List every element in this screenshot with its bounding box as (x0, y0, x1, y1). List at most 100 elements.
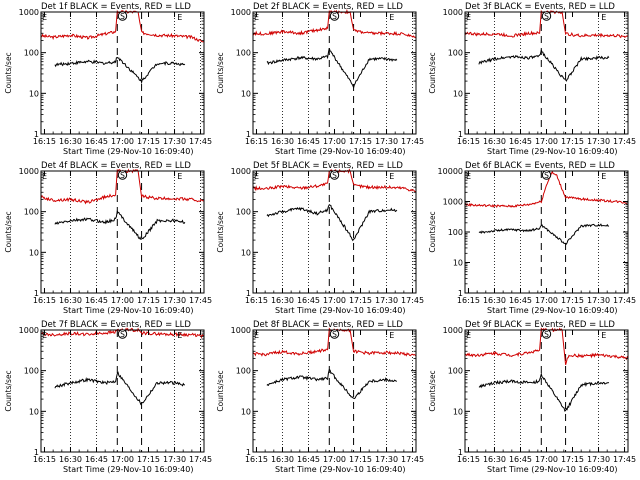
y-tick-label: 1000 (443, 198, 463, 207)
panel-title: Det 7f BLACK = Events, RED = LLD (41, 320, 191, 330)
y-tick-label: 1000 (231, 8, 251, 17)
x-tick-label: 17:30 (375, 455, 398, 464)
y-tick-label: 1000 (19, 167, 39, 176)
y-tick-label: 10 (453, 259, 463, 268)
y-axis-label: Counts/sec (216, 211, 225, 252)
x-tick-label: 16:15 (33, 137, 56, 146)
x-tick-label: 17:30 (163, 137, 186, 146)
y-tick-label: 1000 (443, 326, 463, 335)
x-tick-label: 16:30 (483, 137, 506, 146)
x-tick-label: 17:15 (561, 455, 584, 464)
x-tick-label: 17:30 (375, 137, 398, 146)
x-tick-label: 16:45 (297, 296, 320, 305)
x-axis-label: Start Time (29-Nov-10 16:09:40) (275, 465, 405, 474)
marker-label: E (42, 172, 47, 181)
x-tick-label: 16:30 (483, 296, 506, 305)
panel-det-5: Det 5f BLACK = Events, RED = LLD 1 10 100 10… (216, 161, 424, 315)
x-tick-label: 17:45 (613, 296, 636, 305)
x-tick-label: 16:15 (245, 455, 268, 464)
y-axis-label: Counts/sec (4, 370, 13, 411)
y-tick-label: 10 (241, 248, 251, 257)
y-tick-label: 1000 (443, 8, 463, 17)
panel-title: Det 9f BLACK = Events, RED = LLD (465, 320, 615, 330)
y-tick-label: 1 (458, 289, 463, 298)
x-tick-label: 17:15 (349, 296, 372, 305)
marker-circle (541, 11, 552, 21)
marker-label: S (120, 330, 125, 339)
y-tick-label: 10 (453, 89, 463, 98)
y-tick-label: 100 (236, 367, 251, 376)
x-axis-label: Start Time (29-Nov-10 16:09:40) (63, 147, 193, 156)
y-tick-label: 100 (448, 228, 463, 237)
x-tick-label: 16:15 (457, 137, 480, 146)
panel-det-2: Det 2f BLACK = Events, RED = LLD 1 10 100 10… (216, 2, 424, 156)
y-axis-label: Counts/sec (428, 52, 437, 93)
series-line-events (266, 47, 398, 90)
x-tick-label: 17:30 (587, 296, 610, 305)
series-line-lld (464, 327, 629, 365)
x-tick-label: 17:00 (535, 137, 558, 146)
marker-label: S (332, 171, 337, 180)
marker-circle (329, 170, 340, 180)
y-axis-label: Counts/sec (216, 52, 225, 93)
panel-title: Det 1f BLACK = Events, RED = LLD (41, 2, 191, 12)
x-tick-label: 16:30 (271, 296, 294, 305)
x-tick-label: 16:45 (85, 455, 108, 464)
marker-label: E (177, 13, 182, 22)
panel-title: Det 8f BLACK = Events, RED = LLD (253, 320, 403, 330)
x-tick-label: 17:30 (163, 296, 186, 305)
marker-label: S (544, 171, 549, 180)
marker-label: E (466, 331, 471, 340)
y-axis-label: Counts/sec (428, 211, 437, 252)
y-axis-label: Counts/sec (4, 52, 13, 93)
panel-det-4: Det 4f BLACK = Events, RED = LLD 1 10 100 10… (4, 161, 212, 315)
x-tick-label: 16:30 (483, 455, 506, 464)
x-tick-label: 16:45 (297, 137, 320, 146)
x-tick-label: 16:30 (59, 296, 82, 305)
x-tick-label: 17:00 (323, 455, 346, 464)
x-tick-label: 17:15 (561, 296, 584, 305)
x-tick-label: 17:15 (561, 137, 584, 146)
marker-label: E (389, 172, 394, 181)
y-axis-label: Counts/sec (4, 211, 13, 252)
marker-label: E (601, 172, 606, 181)
marker-label: E (177, 172, 182, 181)
y-tick-label: 100 (236, 208, 251, 217)
x-tick-label: 16:15 (457, 455, 480, 464)
panel-det-8: Det 8f BLACK = Events, RED = LLD 1 10 100 10… (216, 320, 424, 474)
x-tick-label: 17:30 (375, 296, 398, 305)
x-tick-label: 16:45 (85, 137, 108, 146)
series-line-events (266, 368, 397, 400)
marker-circle (541, 329, 552, 339)
x-tick-label: 17:15 (137, 137, 160, 146)
marker-label: S (332, 12, 337, 21)
x-axis-label: Start Time (29-Nov-10 16:09:40) (63, 465, 193, 474)
y-tick-label: 100 (448, 49, 463, 58)
x-tick-label: 17:00 (323, 137, 346, 146)
x-tick-label: 16:15 (457, 296, 480, 305)
x-tick-label: 17:00 (535, 455, 558, 464)
marker-label: S (120, 171, 125, 180)
y-tick-label: 1000 (231, 326, 251, 335)
x-axis-label: Start Time (29-Nov-10 16:09:40) (63, 306, 193, 315)
marker-circle (541, 170, 552, 180)
x-tick-label: 17:15 (137, 455, 160, 464)
marker-label: E (42, 13, 47, 22)
x-axis-label: Start Time (29-Nov-10 16:09:40) (275, 147, 405, 156)
marker-label: E (177, 331, 182, 340)
x-tick-label: 16:45 (85, 296, 108, 305)
x-tick-label: 16:15 (33, 455, 56, 464)
marker-label: E (42, 331, 47, 340)
y-tick-label: 1 (34, 130, 39, 139)
y-tick-label: 1 (246, 130, 251, 139)
x-tick-label: 16:45 (509, 455, 532, 464)
marker-label: S (544, 330, 549, 339)
series-line-events (478, 223, 610, 245)
y-tick-label: 10 (29, 89, 39, 98)
y-tick-label: 10 (453, 407, 463, 416)
x-tick-label: 17:45 (401, 296, 424, 305)
series-line-events (54, 56, 186, 85)
marker-label: S (120, 12, 125, 21)
